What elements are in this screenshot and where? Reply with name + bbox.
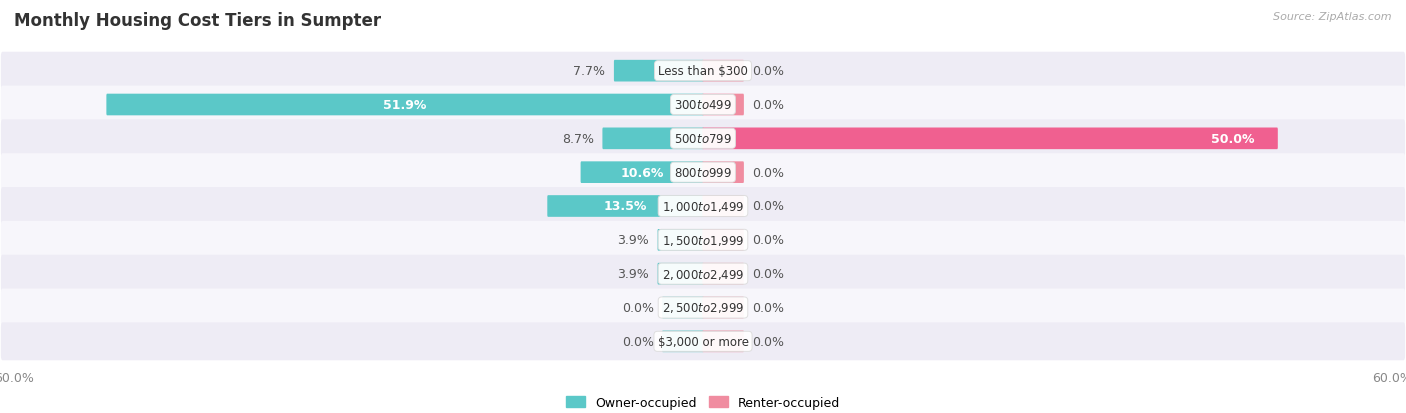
FancyBboxPatch shape xyxy=(1,120,1405,158)
Text: $500 to $799: $500 to $799 xyxy=(673,133,733,145)
FancyBboxPatch shape xyxy=(581,162,703,183)
Text: 0.0%: 0.0% xyxy=(752,301,785,314)
FancyBboxPatch shape xyxy=(1,323,1405,361)
Text: 50.0%: 50.0% xyxy=(1211,133,1254,145)
FancyBboxPatch shape xyxy=(703,128,1278,150)
FancyBboxPatch shape xyxy=(703,61,744,82)
FancyBboxPatch shape xyxy=(1,52,1405,90)
Text: $3,000 or more: $3,000 or more xyxy=(658,335,748,348)
FancyBboxPatch shape xyxy=(703,263,744,285)
Text: 0.0%: 0.0% xyxy=(752,166,785,179)
Text: $2,000 to $2,499: $2,000 to $2,499 xyxy=(662,267,744,281)
FancyBboxPatch shape xyxy=(1,221,1405,259)
Text: 13.5%: 13.5% xyxy=(603,200,647,213)
Text: $300 to $499: $300 to $499 xyxy=(673,99,733,112)
Text: $1,500 to $1,999: $1,500 to $1,999 xyxy=(662,233,744,247)
Text: 0.0%: 0.0% xyxy=(752,335,785,348)
Text: 7.7%: 7.7% xyxy=(574,65,606,78)
Text: 0.0%: 0.0% xyxy=(752,200,785,213)
Text: 0.0%: 0.0% xyxy=(752,65,785,78)
Text: $800 to $999: $800 to $999 xyxy=(673,166,733,179)
FancyBboxPatch shape xyxy=(658,263,703,285)
FancyBboxPatch shape xyxy=(1,289,1405,327)
FancyBboxPatch shape xyxy=(703,196,744,217)
FancyBboxPatch shape xyxy=(1,154,1405,192)
Text: $2,500 to $2,999: $2,500 to $2,999 xyxy=(662,301,744,315)
Text: 0.0%: 0.0% xyxy=(752,268,785,280)
Text: 3.9%: 3.9% xyxy=(617,234,650,247)
FancyBboxPatch shape xyxy=(703,230,744,251)
FancyBboxPatch shape xyxy=(547,196,703,217)
FancyBboxPatch shape xyxy=(614,61,703,82)
FancyBboxPatch shape xyxy=(703,162,744,183)
FancyBboxPatch shape xyxy=(107,95,703,116)
Text: Source: ZipAtlas.com: Source: ZipAtlas.com xyxy=(1274,12,1392,22)
Text: 8.7%: 8.7% xyxy=(562,133,593,145)
FancyBboxPatch shape xyxy=(1,86,1405,124)
FancyBboxPatch shape xyxy=(703,331,744,352)
Text: $1,000 to $1,499: $1,000 to $1,499 xyxy=(662,199,744,214)
Text: 0.0%: 0.0% xyxy=(621,301,654,314)
FancyBboxPatch shape xyxy=(662,297,703,318)
FancyBboxPatch shape xyxy=(602,128,703,150)
Text: 0.0%: 0.0% xyxy=(752,99,785,112)
FancyBboxPatch shape xyxy=(1,255,1405,293)
Text: Monthly Housing Cost Tiers in Sumpter: Monthly Housing Cost Tiers in Sumpter xyxy=(14,12,381,30)
Text: 0.0%: 0.0% xyxy=(621,335,654,348)
Text: 3.9%: 3.9% xyxy=(617,268,650,280)
Text: Less than $300: Less than $300 xyxy=(658,65,748,78)
FancyBboxPatch shape xyxy=(1,188,1405,225)
Text: 51.9%: 51.9% xyxy=(384,99,426,112)
FancyBboxPatch shape xyxy=(662,331,703,352)
Text: 10.6%: 10.6% xyxy=(620,166,664,179)
FancyBboxPatch shape xyxy=(658,230,703,251)
FancyBboxPatch shape xyxy=(703,95,744,116)
FancyBboxPatch shape xyxy=(703,297,744,318)
Text: 0.0%: 0.0% xyxy=(752,234,785,247)
Legend: Owner-occupied, Renter-occupied: Owner-occupied, Renter-occupied xyxy=(561,391,845,413)
